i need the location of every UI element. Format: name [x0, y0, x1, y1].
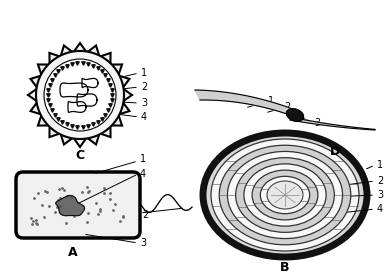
Text: 1: 1	[141, 68, 147, 78]
FancyBboxPatch shape	[16, 172, 140, 238]
Polygon shape	[290, 117, 375, 130]
Text: 3: 3	[141, 98, 147, 108]
Text: 2: 2	[142, 210, 148, 220]
Circle shape	[44, 59, 116, 131]
Ellipse shape	[203, 133, 367, 257]
Ellipse shape	[227, 151, 342, 239]
Ellipse shape	[286, 109, 304, 121]
Polygon shape	[28, 43, 132, 147]
Text: A: A	[68, 246, 78, 259]
Text: 2: 2	[141, 82, 147, 92]
Ellipse shape	[269, 182, 301, 208]
Text: 4: 4	[141, 112, 147, 122]
Ellipse shape	[244, 164, 326, 226]
Text: 1: 1	[377, 160, 383, 170]
Ellipse shape	[236, 158, 334, 232]
Ellipse shape	[277, 189, 293, 201]
Text: B: B	[280, 261, 290, 274]
Text: 4: 4	[140, 169, 146, 179]
Text: 1: 1	[140, 154, 146, 164]
Text: 3: 3	[140, 238, 146, 248]
Text: 3: 3	[377, 190, 383, 200]
Ellipse shape	[211, 139, 359, 251]
Text: 2: 2	[284, 102, 290, 112]
Text: 3: 3	[314, 118, 320, 128]
Circle shape	[36, 51, 124, 139]
Text: 1: 1	[268, 96, 274, 106]
Ellipse shape	[267, 181, 303, 209]
Ellipse shape	[261, 176, 310, 214]
Text: C: C	[75, 149, 85, 162]
Text: D: D	[330, 145, 340, 158]
Ellipse shape	[219, 145, 351, 245]
Polygon shape	[195, 90, 290, 115]
Polygon shape	[56, 196, 85, 216]
Ellipse shape	[252, 170, 318, 220]
Text: 4: 4	[377, 204, 383, 214]
Text: 2: 2	[377, 176, 383, 186]
